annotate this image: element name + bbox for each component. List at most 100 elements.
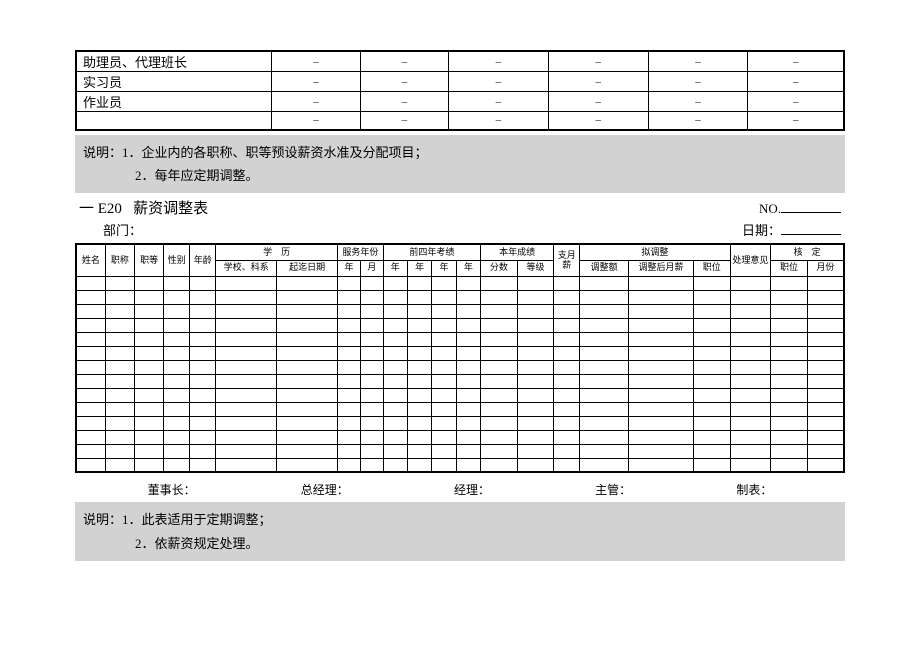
- table-cell[interactable]: [456, 430, 480, 444]
- table-cell[interactable]: [190, 332, 216, 346]
- table-cell[interactable]: [277, 430, 338, 444]
- table-cell[interactable]: [730, 346, 771, 360]
- table-cell[interactable]: [164, 332, 190, 346]
- table-cell[interactable]: [554, 416, 580, 430]
- table-cell[interactable]: [216, 360, 277, 374]
- table-cell[interactable]: [629, 332, 694, 346]
- table-cell[interactable]: [164, 444, 190, 458]
- table-cell[interactable]: [517, 360, 554, 374]
- table-cell[interactable]: [216, 276, 277, 290]
- table-cell[interactable]: [383, 304, 407, 318]
- table-cell[interactable]: [456, 402, 480, 416]
- table-cell[interactable]: [408, 346, 432, 360]
- table-cell[interactable]: [481, 388, 518, 402]
- table-cell[interactable]: [216, 416, 277, 430]
- table-cell[interactable]: [580, 276, 629, 290]
- table-cell[interactable]: [517, 402, 554, 416]
- table-cell[interactable]: [360, 304, 383, 318]
- table-cell[interactable]: [216, 332, 277, 346]
- table-cell[interactable]: [190, 360, 216, 374]
- table-cell[interactable]: [383, 402, 407, 416]
- table-cell[interactable]: [135, 458, 164, 472]
- table-cell[interactable]: [164, 346, 190, 360]
- table-cell[interactable]: [76, 290, 105, 304]
- table-cell[interactable]: [338, 290, 361, 304]
- table-cell[interactable]: [807, 458, 844, 472]
- table-cell[interactable]: [481, 360, 518, 374]
- table-cell[interactable]: [216, 346, 277, 360]
- table-cell[interactable]: [554, 360, 580, 374]
- table-cell[interactable]: [105, 458, 134, 472]
- table-cell[interactable]: [76, 318, 105, 332]
- table-cell[interactable]: [383, 416, 407, 430]
- table-cell[interactable]: [135, 402, 164, 416]
- table-cell[interactable]: [338, 444, 361, 458]
- table-cell[interactable]: [408, 458, 432, 472]
- table-cell[interactable]: [190, 304, 216, 318]
- table-cell[interactable]: [360, 290, 383, 304]
- table-cell[interactable]: [105, 374, 134, 388]
- table-cell[interactable]: [383, 374, 407, 388]
- table-cell[interactable]: [807, 304, 844, 318]
- table-cell[interactable]: [360, 458, 383, 472]
- table-cell[interactable]: [730, 444, 771, 458]
- table-cell[interactable]: [164, 416, 190, 430]
- table-cell[interactable]: [164, 290, 190, 304]
- table-cell[interactable]: [76, 374, 105, 388]
- table-cell[interactable]: [432, 374, 456, 388]
- table-cell[interactable]: [481, 318, 518, 332]
- table-cell[interactable]: [105, 304, 134, 318]
- table-cell[interactable]: [383, 388, 407, 402]
- table-cell[interactable]: [629, 304, 694, 318]
- table-cell[interactable]: [383, 290, 407, 304]
- table-cell[interactable]: [554, 444, 580, 458]
- table-cell[interactable]: [135, 318, 164, 332]
- table-cell[interactable]: [105, 430, 134, 444]
- table-cell[interactable]: [629, 290, 694, 304]
- table-cell[interactable]: [360, 388, 383, 402]
- table-cell[interactable]: [432, 360, 456, 374]
- table-cell[interactable]: [135, 430, 164, 444]
- table-cell[interactable]: [76, 430, 105, 444]
- table-cell[interactable]: [580, 430, 629, 444]
- table-cell[interactable]: [408, 388, 432, 402]
- table-cell[interactable]: [277, 332, 338, 346]
- table-cell[interactable]: [408, 430, 432, 444]
- table-cell[interactable]: [383, 276, 407, 290]
- table-cell[interactable]: [517, 290, 554, 304]
- table-cell[interactable]: [432, 402, 456, 416]
- table-cell[interactable]: [629, 416, 694, 430]
- table-cell[interactable]: [554, 346, 580, 360]
- table-cell[interactable]: [105, 444, 134, 458]
- table-cell[interactable]: [105, 416, 134, 430]
- table-cell[interactable]: [432, 430, 456, 444]
- table-cell[interactable]: [629, 318, 694, 332]
- table-cell[interactable]: [580, 416, 629, 430]
- table-cell[interactable]: [216, 430, 277, 444]
- table-cell[interactable]: [580, 374, 629, 388]
- table-cell[interactable]: [76, 346, 105, 360]
- table-cell[interactable]: [164, 360, 190, 374]
- table-cell[interactable]: [807, 374, 844, 388]
- table-cell[interactable]: [338, 388, 361, 402]
- table-cell[interactable]: [517, 374, 554, 388]
- table-cell[interactable]: [481, 458, 518, 472]
- table-cell[interactable]: [338, 374, 361, 388]
- table-cell[interactable]: [807, 444, 844, 458]
- table-cell[interactable]: [456, 318, 480, 332]
- table-cell[interactable]: [481, 332, 518, 346]
- table-cell[interactable]: [383, 332, 407, 346]
- table-cell[interactable]: [105, 388, 134, 402]
- table-cell[interactable]: [456, 388, 480, 402]
- table-cell[interactable]: [517, 416, 554, 430]
- table-cell[interactable]: [730, 290, 771, 304]
- table-cell[interactable]: [135, 416, 164, 430]
- table-cell[interactable]: [338, 416, 361, 430]
- no-field[interactable]: [781, 199, 841, 213]
- table-cell[interactable]: [105, 318, 134, 332]
- table-cell[interactable]: [771, 416, 808, 430]
- table-cell[interactable]: [481, 374, 518, 388]
- table-cell[interactable]: [580, 332, 629, 346]
- table-cell[interactable]: [360, 416, 383, 430]
- table-cell[interactable]: [517, 276, 554, 290]
